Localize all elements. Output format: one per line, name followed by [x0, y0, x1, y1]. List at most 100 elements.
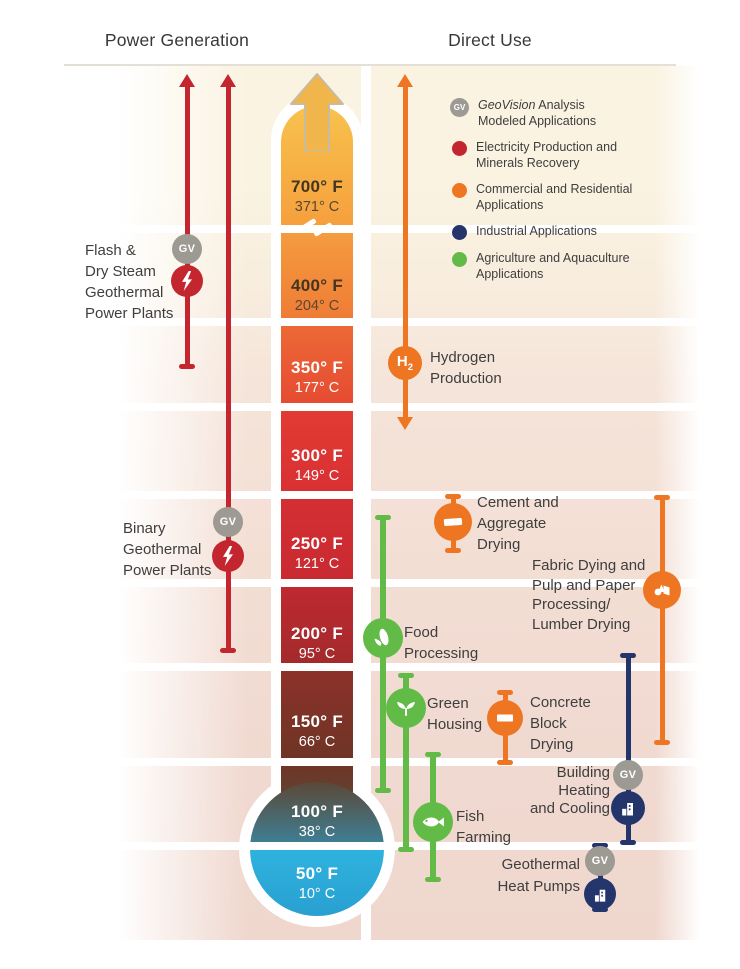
thermo-label-200f: 200° F [290, 624, 344, 643]
line-cap [425, 877, 441, 882]
header-power-generation: Power Generation [104, 30, 250, 50]
label-flash-dry-steam: Flash & Dry Steam Geothermal Power Plant… [85, 242, 174, 322]
line-cap [445, 548, 461, 553]
bg-stripe [118, 225, 700, 233]
thermo-label-177c: 177° C [294, 380, 340, 396]
building-range-line [626, 655, 631, 842]
thermo-segment-250f [281, 499, 353, 579]
fabric-range-line [660, 498, 665, 742]
lightning-icon [171, 265, 203, 297]
bg-stripe [118, 579, 700, 587]
fabric-pulp-icon [643, 571, 681, 609]
thermo-label-250f: 250° F [290, 534, 344, 553]
thermo-label-100f: 100° F [290, 802, 344, 821]
binary-range-line [226, 87, 231, 648]
bg-vertical-stripe [361, 66, 371, 940]
legend-item-industrial: Industrial Applications [452, 224, 688, 240]
arrow-down-icon [397, 417, 413, 430]
header-divider [64, 64, 676, 66]
arrow-up-icon [179, 74, 195, 87]
lightning-icon [212, 540, 244, 572]
hydrogen-range-line [403, 87, 408, 417]
heat-pump-range-line [598, 845, 603, 909]
fish-farming-icon [413, 802, 453, 842]
building-heating-icon [611, 791, 645, 825]
thermo-label-95c: 95° C [298, 646, 336, 662]
thermo-segment-150f [281, 671, 353, 758]
thermo-label-38c: 38° C [298, 824, 336, 840]
thermo-label-700f: 700° F [290, 177, 344, 196]
label-fabric-pulp-lumber: Fabric Dying and Pulp and Paper Processi… [532, 557, 646, 633]
label-fish-farming: Fish Farming [456, 808, 512, 846]
legend-text: Agriculture and Aquaculture Applications [476, 251, 630, 281]
arrow-up-icon [397, 74, 413, 87]
legend: GV GeoVision Analysis Modeled Applicatio… [450, 98, 688, 293]
legend-item-electricity: Electricity Production and Minerals Recov… [452, 140, 688, 171]
thermo-segment-350f [281, 326, 353, 403]
thermo-label-371c: 371° C [294, 199, 340, 215]
navy-dot-icon [452, 225, 467, 240]
legend-item-commercial: Commercial and Residential Applications [452, 182, 688, 213]
line-cap [220, 648, 236, 653]
label-green-housing: Green Housing [427, 695, 483, 733]
thermo-label-300f: 300° F [290, 446, 344, 465]
bg-stripe [118, 491, 700, 499]
legend-item-geovision: GV GeoVision Analysis Modeled Applicatio… [450, 98, 688, 129]
bg-stripe [118, 663, 700, 671]
flash-steam-range-line [185, 87, 190, 368]
label-hydrogen-production: Hydrogen Production [430, 349, 502, 387]
cement-drying-icon [434, 503, 472, 541]
thermo-label-10c: 10° C [298, 886, 336, 902]
thermo-label-400f: 400° F [290, 276, 344, 295]
legend-item-agriculture: Agriculture and Aquaculture Applications [452, 251, 688, 282]
red-dot-icon [452, 141, 467, 156]
bg-stripe [118, 758, 700, 766]
label-concrete-block: Concrete Block Drying [530, 694, 591, 753]
bg-stripe [118, 403, 700, 411]
line-cap [654, 495, 670, 500]
header-direct-use: Direct Use [448, 30, 532, 50]
label-binary-geothermal: Binary Geothermal Power Plants [123, 520, 212, 579]
legend-text: Industrial Applications [476, 224, 597, 238]
legend-text: Commercial and Residential Applications [476, 182, 633, 212]
thermo-label-149c: 149° C [294, 468, 340, 484]
legend-text: GeoVision Analysis Modeled Applications [478, 98, 597, 128]
thermo-label-350f: 350° F [290, 358, 344, 377]
thermo-top-arrow-icon [290, 73, 344, 152]
label-cement-aggregate: Cement and Aggregate Drying [477, 494, 559, 553]
hydrogen-icon: H2 [388, 346, 422, 380]
line-cap [497, 760, 513, 765]
line-cap [398, 847, 414, 852]
line-cap [375, 788, 391, 793]
food-processing-icon [363, 618, 403, 658]
thermo-segment-400f [281, 233, 353, 318]
bg-stripe [118, 318, 700, 326]
label-food-processing: Food Processing [404, 624, 479, 662]
thermo-label-66c: 66° C [298, 734, 336, 750]
geovision-badge-icon: GV [213, 507, 243, 537]
line-cap [620, 840, 636, 845]
geovision-badge-icon: GV [172, 234, 202, 264]
orange-dot-icon [452, 183, 467, 198]
thermo-label-150f: 150° F [290, 712, 344, 731]
thermo-label-50f: 50° F [295, 864, 339, 883]
line-cap [179, 364, 195, 369]
thermo-segment-200f [281, 587, 353, 663]
legend-text: Electricity Production and Minerals Recov… [476, 140, 618, 170]
label-building-heating: Building Heating and Cooling [529, 764, 610, 817]
thermo-label-121c: 121° C [294, 556, 340, 572]
green-housing-icon [386, 688, 426, 728]
heat-pump-icon [584, 878, 616, 910]
concrete-block-icon [487, 700, 523, 736]
green-housing-range-line [403, 675, 409, 849]
geovision-badge-icon: GV [613, 760, 643, 790]
green-dot-icon [452, 252, 467, 267]
label-geothermal-heat-pumps: Geothermal Heat Pumps [497, 856, 580, 895]
geovision-badge-icon: GV [450, 98, 469, 117]
bg-stripe [118, 842, 700, 850]
thermo-bulb-divider [250, 842, 384, 850]
line-cap [654, 740, 670, 745]
thermo-label-204c: 204° C [294, 298, 340, 314]
arrow-up-icon [220, 74, 236, 87]
